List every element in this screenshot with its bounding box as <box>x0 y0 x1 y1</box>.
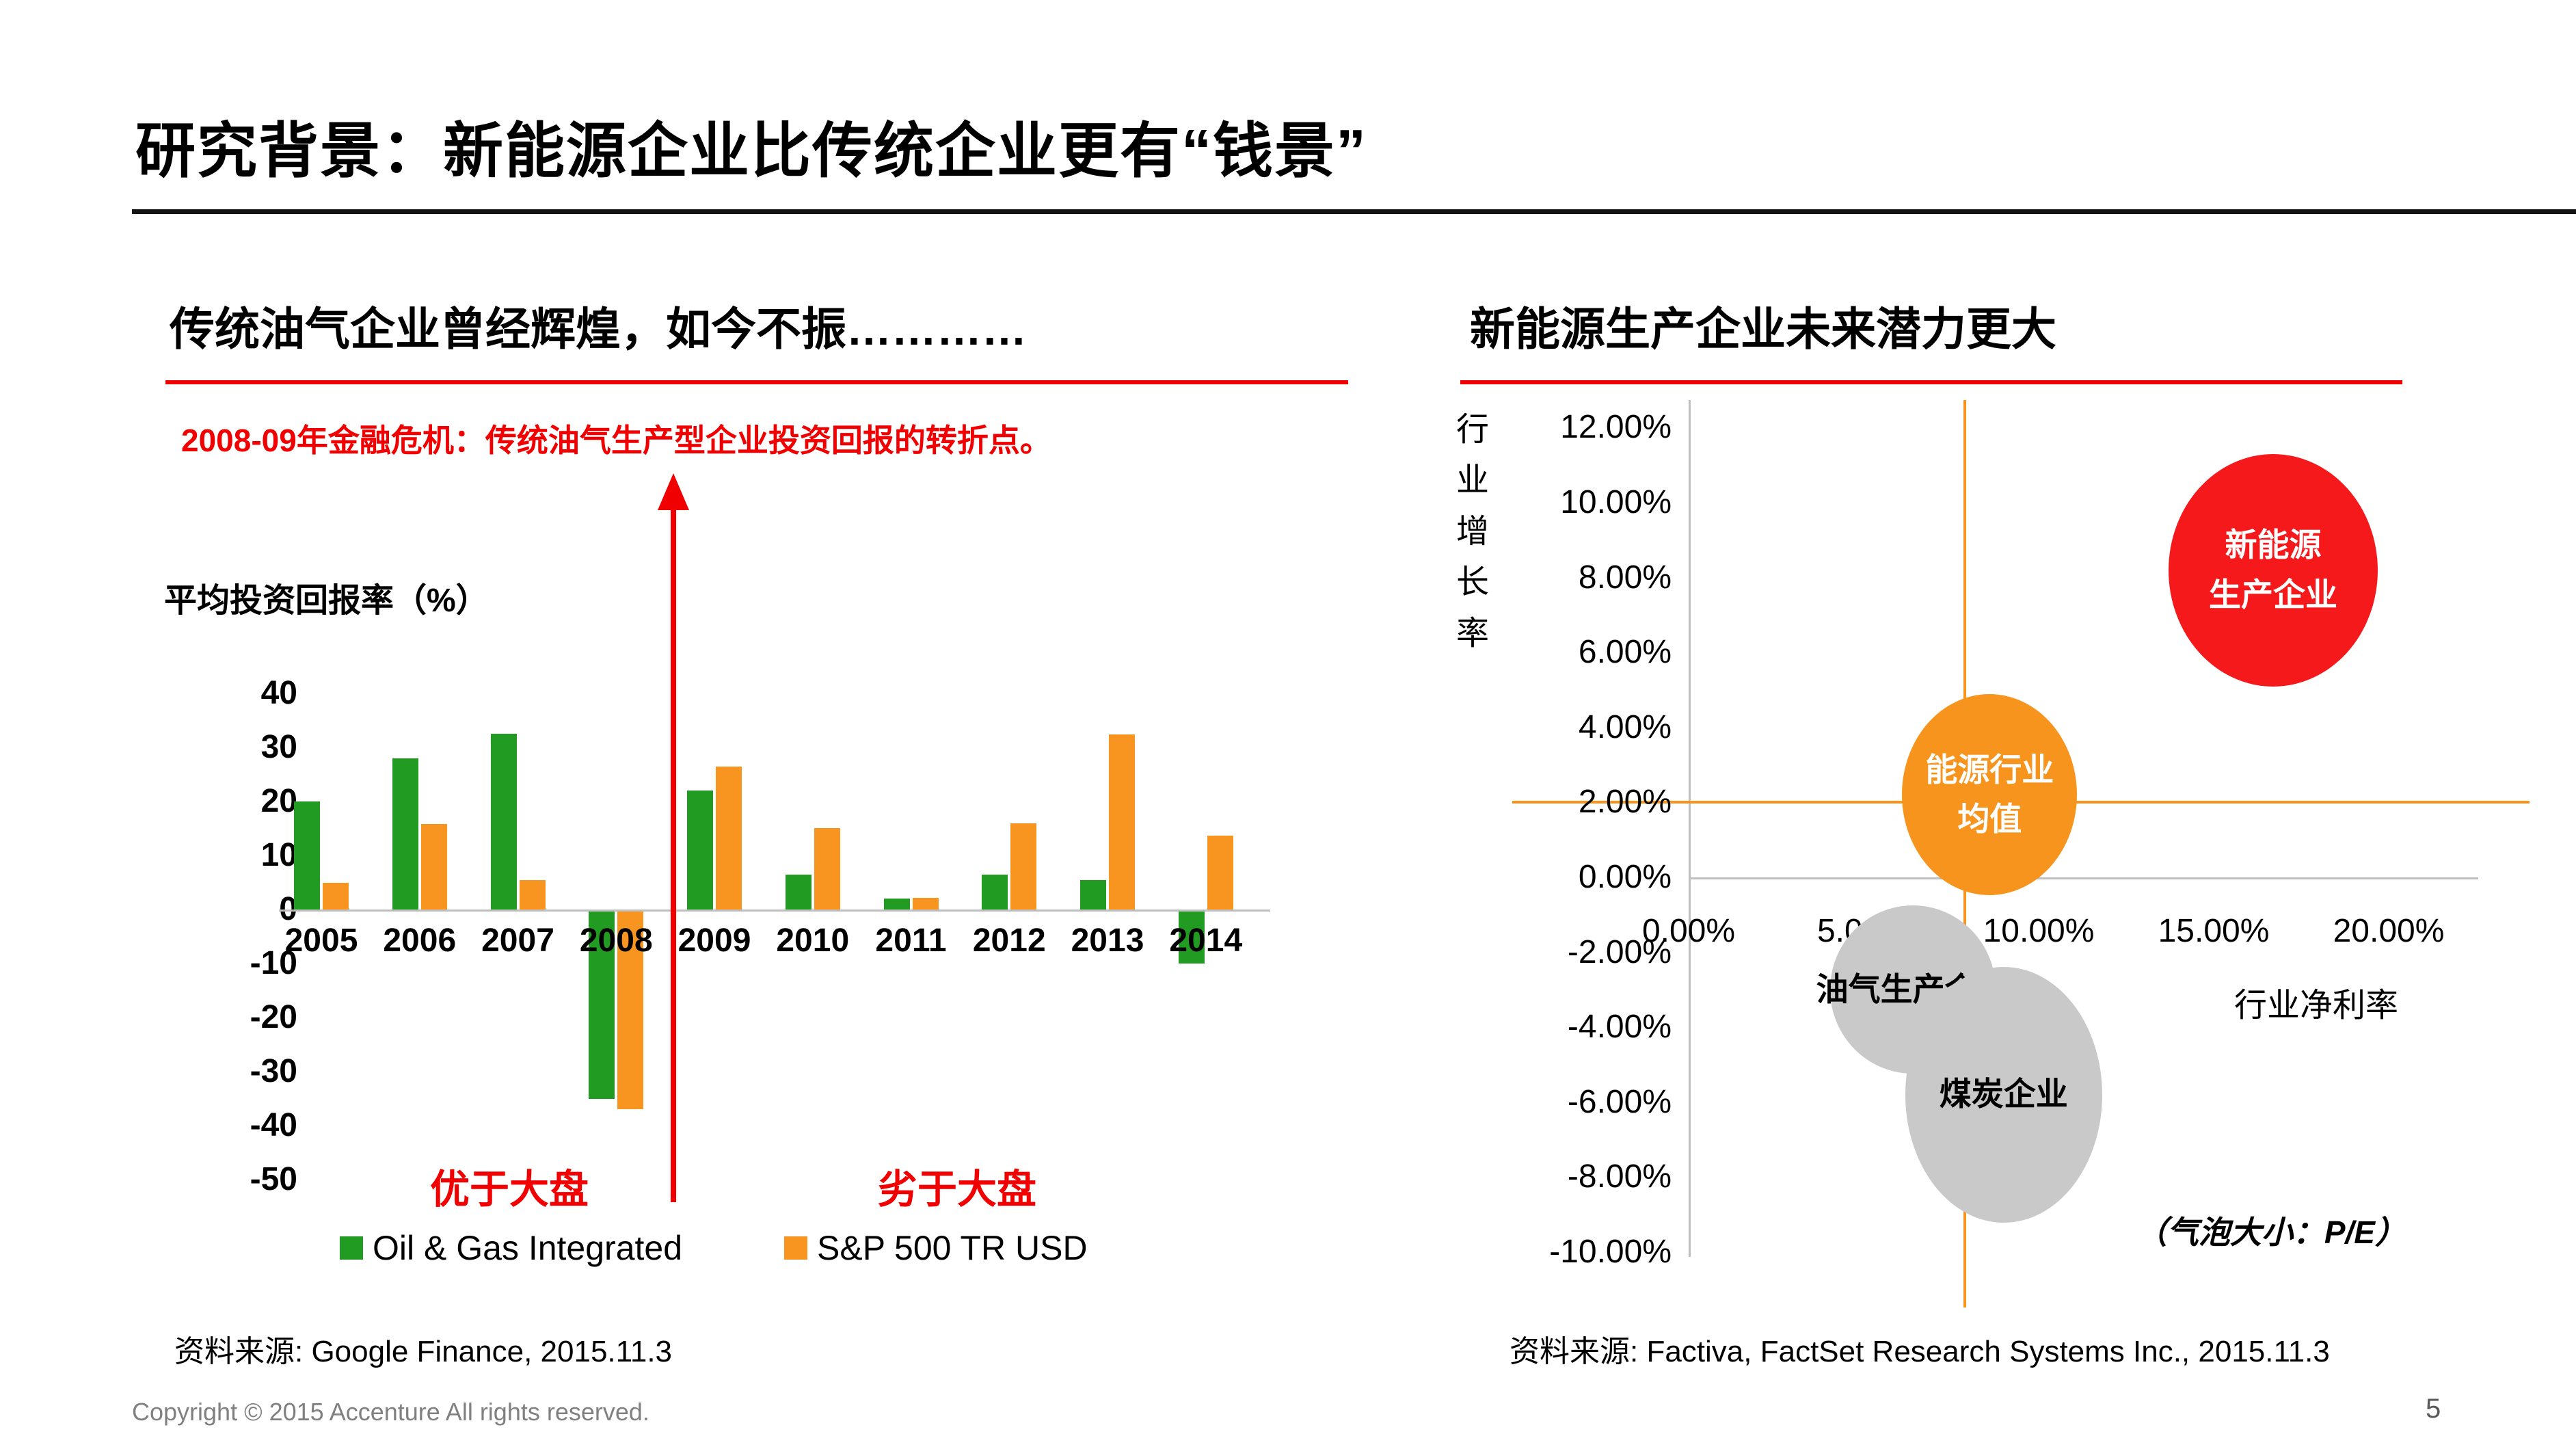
bar-chart-y-tick: -10 <box>250 945 297 981</box>
legend-label-oil-gas: Oil & Gas Integrated <box>373 1229 683 1267</box>
right-y-axis-title-char: 率 <box>1455 615 1489 652</box>
bar-2005-sp500 <box>323 883 349 910</box>
bubble-chart-zero-line <box>1689 877 2478 879</box>
right-y-axis-title-char: 长 <box>1455 564 1489 601</box>
bar-2014-oil-gas <box>1178 910 1205 964</box>
bubble-chart-x-tick: 0.00% <box>1641 913 1736 949</box>
bar-2008-oil-gas <box>589 910 615 1099</box>
bar-2013-oil-gas <box>1080 879 1106 910</box>
bubble-chart-x-tick: 15.00% <box>2158 913 2270 949</box>
legend-swatch-green <box>340 1236 363 1260</box>
bar-2009-sp500 <box>716 766 742 910</box>
bar-chart-year-label: 2010 <box>776 922 850 959</box>
bubble-label-coal-companies: 煤炭企业 <box>1939 1076 2068 1113</box>
bar-chart-y-tick: -50 <box>250 1161 297 1197</box>
bubble-chart-y-tick: -10.00% <box>1549 1234 1672 1270</box>
bubble-chart-y-tick: 10.00% <box>1560 484 1672 520</box>
bar-chart-y-tick: 30 <box>260 729 297 765</box>
bubble-chart-y-tick: 8.00% <box>1578 559 1672 596</box>
bar-chart-y-tick: -30 <box>250 1053 297 1089</box>
legend-item-oil-gas: Oil & Gas Integrated <box>340 1228 682 1268</box>
bubble-chart-y-tick: 6.00% <box>1578 634 1672 671</box>
bar-chart-year-label: 2008 <box>579 922 653 959</box>
bar-chart-year-label: 2005 <box>284 922 358 959</box>
bar-chart-year-label: 2007 <box>481 922 554 959</box>
worse-than-market-label: 劣于大盘 <box>877 1167 1037 1212</box>
bar-chart-y-tick: -20 <box>250 999 297 1035</box>
right-y-axis-title-char: 增 <box>1455 513 1489 550</box>
bubble-label-energy-industry-average: 均值 <box>1957 801 2022 838</box>
bubble-chart-y-tick: -8.00% <box>1567 1158 1672 1195</box>
crisis-annotation: 2008-09年金融危机：传统油气生产型企业投资回报的转折点。 <box>181 423 1051 458</box>
bar-2014-sp500 <box>1207 835 1233 910</box>
bar-chart-year-label: 2013 <box>1071 922 1144 959</box>
copyright-footer: Copyright © 2015 Accenture All rights re… <box>132 1398 649 1426</box>
title-divider-line <box>132 209 2576 214</box>
bar-2009-oil-gas <box>687 791 713 910</box>
left-chart-subtitle: 传统油气企业曾经辉煌，如今不振………… <box>170 304 1027 354</box>
bar-2005-oil-gas <box>294 801 320 910</box>
bar-2007-oil-gas <box>490 734 517 910</box>
turning-point-arrow-line <box>671 509 676 1202</box>
bubble-chart-y-tick: -2.00% <box>1567 933 1672 970</box>
bar-2007-sp500 <box>519 879 546 910</box>
bar-2010-sp500 <box>814 827 840 910</box>
bubble-label-new-energy-producers: 新能源 <box>2225 526 2322 563</box>
right-source: 资料来源: Factiva, FactSet Research Systems … <box>1510 1335 2330 1368</box>
bar-2010-oil-gas <box>785 874 811 910</box>
right-y-axis-title-char: 行 <box>1455 412 1489 448</box>
bar-2008-sp500 <box>617 910 644 1110</box>
bubble-label-energy-industry-average: 能源行业 <box>1925 751 2054 788</box>
bubble-chart-y-tick: -6.00% <box>1567 1083 1672 1120</box>
bubble-chart-y-tick: 4.00% <box>1578 708 1672 745</box>
bar-chart-year-label: 2006 <box>383 922 457 959</box>
bar-2006-oil-gas <box>392 758 418 910</box>
bubble-chart-x-tick: 10.00% <box>1983 913 2095 949</box>
bubble-chart-y-tick: 0.00% <box>1578 859 1672 895</box>
bubble-chart-y-tick: -4.00% <box>1567 1009 1672 1046</box>
right-subtitle-underline <box>1460 380 2402 384</box>
bar-2006-sp500 <box>420 824 447 910</box>
bar-chart-year-label: 2009 <box>677 922 751 959</box>
page-title: 研究背景：新能源企业比传统企业更有“钱景” <box>135 117 1368 185</box>
left-source: 资料来源: Google Finance, 2015.11.3 <box>174 1335 673 1368</box>
bar-2011-sp500 <box>912 898 939 910</box>
bar-2013-sp500 <box>1109 734 1135 910</box>
bar-chart-year-label: 2014 <box>1169 922 1243 959</box>
bubble-chart-y-axis-line <box>1689 400 1691 1257</box>
turning-point-arrow-head <box>658 473 689 510</box>
bubble-chart-y-tick: 12.00% <box>1560 409 1672 446</box>
bar-chart-y-tick: -40 <box>250 1107 297 1143</box>
better-than-market-label: 优于大盘 <box>429 1167 589 1212</box>
bubble-chart-x-tick: 20.00% <box>2333 913 2445 949</box>
bar-2012-sp500 <box>1010 823 1037 910</box>
bar-chart-year-label: 2011 <box>875 922 947 959</box>
right-chart-subtitle: 新能源生产企业未来潜力更大 <box>1470 304 2056 354</box>
legend-label-sp500: S&P 500 TR USD <box>817 1229 1088 1267</box>
bar-2012-oil-gas <box>982 874 1008 910</box>
bar-chart-y-tick: 10 <box>260 837 297 873</box>
left-subtitle-underline <box>165 380 1348 384</box>
bar-chart-x-axis-line <box>279 910 1270 912</box>
bar-chart-y-tick: 20 <box>260 783 297 819</box>
left-chart-axis-title: 平均投资回报率（%） <box>164 583 489 619</box>
bubble-size-note: （气泡大小：P/E） <box>2135 1214 2406 1250</box>
right-chart-x-axis-title: 行业净利率 <box>2233 987 2398 1024</box>
bar-chart-year-label: 2012 <box>972 922 1046 959</box>
legend-item-sp500: S&P 500 TR USD <box>784 1228 1088 1268</box>
bubble-energy-industry-average: 能源行业 均值 <box>1902 694 2078 896</box>
bubble-label-new-energy-producers: 生产企业 <box>2209 576 2338 613</box>
right-y-axis-title-char: 业 <box>1455 462 1489 499</box>
right-chart-y-axis-title: 行业增长率 <box>1455 405 1490 659</box>
bar-2011-oil-gas <box>883 899 910 910</box>
bubble-coal-companies: 煤炭企业 <box>1905 966 2102 1223</box>
bar-chart-y-tick: 40 <box>260 675 297 711</box>
bubble-chart-y-tick: 2.00% <box>1578 784 1672 821</box>
bubble-new-energy-producers: 新能源 生产企业 <box>2169 453 2378 687</box>
legend-swatch-orange <box>784 1236 807 1260</box>
page-number: 5 <box>2426 1394 2441 1424</box>
